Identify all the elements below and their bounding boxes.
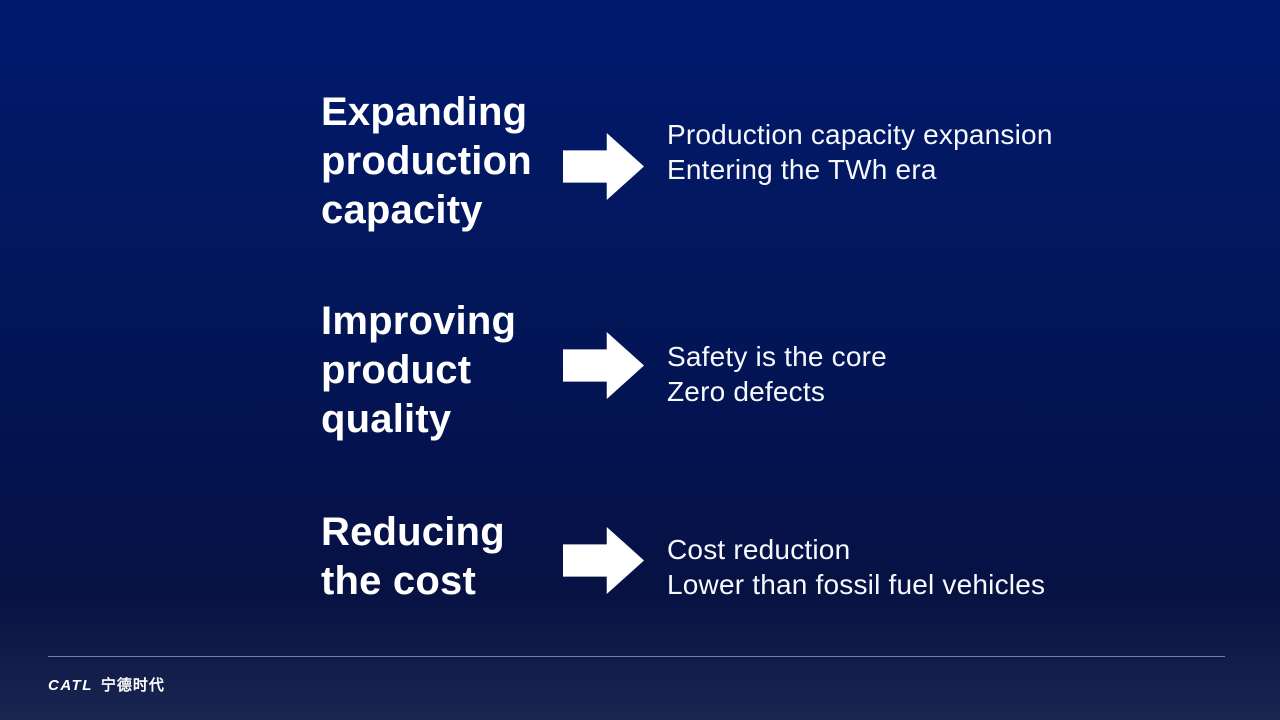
heading-line: product <box>321 348 472 392</box>
heading-line: Improving <box>321 299 517 343</box>
heading-line: quality <box>321 397 452 441</box>
description-line: Lower than fossil fuel vehicles <box>667 569 1046 600</box>
section-description-capacity: Production capacity expansion Entering t… <box>667 117 1053 187</box>
description-line: Cost reduction <box>667 534 851 565</box>
description-line: Production capacity expansion <box>667 119 1053 150</box>
section-description-cost: Cost reduction Lower than fossil fuel ve… <box>667 532 1045 602</box>
section-heading-improving-product-quality: Improving product quality <box>321 297 516 444</box>
catl-logo-latin: CATL <box>48 677 93 694</box>
heading-line: production <box>321 139 532 183</box>
description-line: Zero defects <box>667 376 826 407</box>
catl-logo-chinese: 宁德时代 <box>100 677 165 694</box>
right-arrow-icon <box>563 133 644 200</box>
section-description-quality: Safety is the core Zero defects <box>667 339 887 409</box>
heading-line: capacity <box>321 188 483 232</box>
catl-logo: CATL 宁德时代 <box>48 674 165 695</box>
section-heading-expanding-production-capacity: Expanding production capacity <box>321 88 532 235</box>
right-arrow-icon <box>563 332 644 399</box>
heading-line: Expanding <box>321 90 528 134</box>
heading-line: the cost <box>321 559 476 603</box>
heading-line: Reducing <box>321 510 505 554</box>
right-arrow-icon <box>563 527 644 594</box>
description-line: Safety is the core <box>667 341 887 372</box>
section-heading-reducing-the-cost: Reducing the cost <box>321 508 505 606</box>
description-line: Entering the TWh era <box>667 154 937 185</box>
footer-divider <box>48 656 1225 657</box>
